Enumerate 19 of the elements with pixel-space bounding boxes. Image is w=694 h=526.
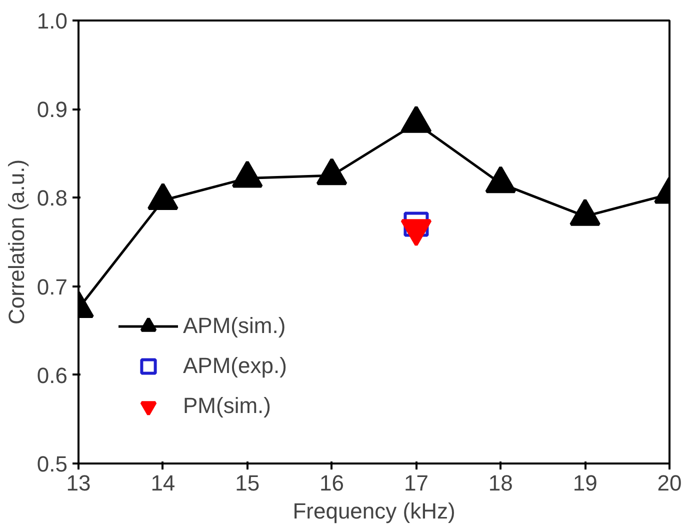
- legend-label: APM(exp.): [183, 353, 287, 379]
- y-tick-label: 0.7: [36, 274, 68, 300]
- y-tick-label: 0.9: [36, 97, 68, 122]
- y-tick-label: 0.6: [36, 362, 68, 388]
- x-tick-label: 17: [404, 470, 428, 496]
- y-tick-label: 1.0: [36, 8, 68, 34]
- x-tick-label: 20: [657, 470, 682, 496]
- y-tick-label: 0.5: [36, 452, 68, 476]
- x-tick-label: 18: [488, 470, 513, 496]
- y-tick-label: 0.8: [36, 186, 68, 211]
- x-tick-label: 15: [235, 470, 260, 496]
- y-axis-title: Correlation (a.u.): [4, 159, 29, 325]
- legend-label: APM(sim.): [183, 313, 286, 339]
- x-tick-label: 19: [572, 470, 598, 496]
- x-tick-label: 16: [320, 470, 344, 496]
- legend-label: PM(sim.): [183, 393, 271, 419]
- x-tick-label: 14: [150, 470, 176, 496]
- x-tick-label: 13: [66, 470, 91, 496]
- x-axis-title: Frequency (kHz): [292, 498, 456, 524]
